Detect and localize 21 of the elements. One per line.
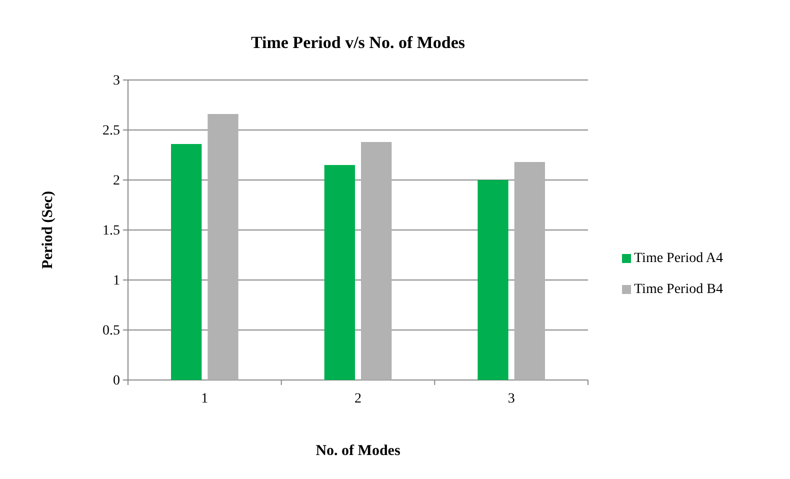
y-tick-label: 3 bbox=[113, 73, 120, 88]
y-axis-title: Period (Sec) bbox=[40, 191, 56, 269]
bar bbox=[361, 142, 392, 380]
y-tick-label: 2 bbox=[113, 173, 120, 188]
bar bbox=[324, 165, 355, 380]
x-tick-label: 2 bbox=[354, 392, 362, 407]
bar bbox=[514, 162, 545, 380]
y-tick-label: 1 bbox=[113, 273, 120, 288]
bar bbox=[478, 180, 508, 380]
legend-label: Time Period B4 bbox=[634, 282, 723, 297]
y-tick-label: 0.5 bbox=[102, 323, 120, 338]
x-tick-label: 3 bbox=[508, 392, 515, 407]
y-tick-label: 0 bbox=[113, 373, 120, 388]
x-tick-label: 1 bbox=[201, 392, 208, 407]
y-tick-label: 2.5 bbox=[102, 123, 120, 138]
chart-title: Time Period v/s No. of Modes bbox=[250, 33, 466, 52]
y-tick-label: 1.5 bbox=[102, 223, 120, 238]
legend-label: Time Period A4 bbox=[634, 251, 723, 266]
x-axis-title: No. of Modes bbox=[316, 443, 400, 459]
bar bbox=[208, 114, 238, 380]
bar bbox=[171, 144, 202, 380]
